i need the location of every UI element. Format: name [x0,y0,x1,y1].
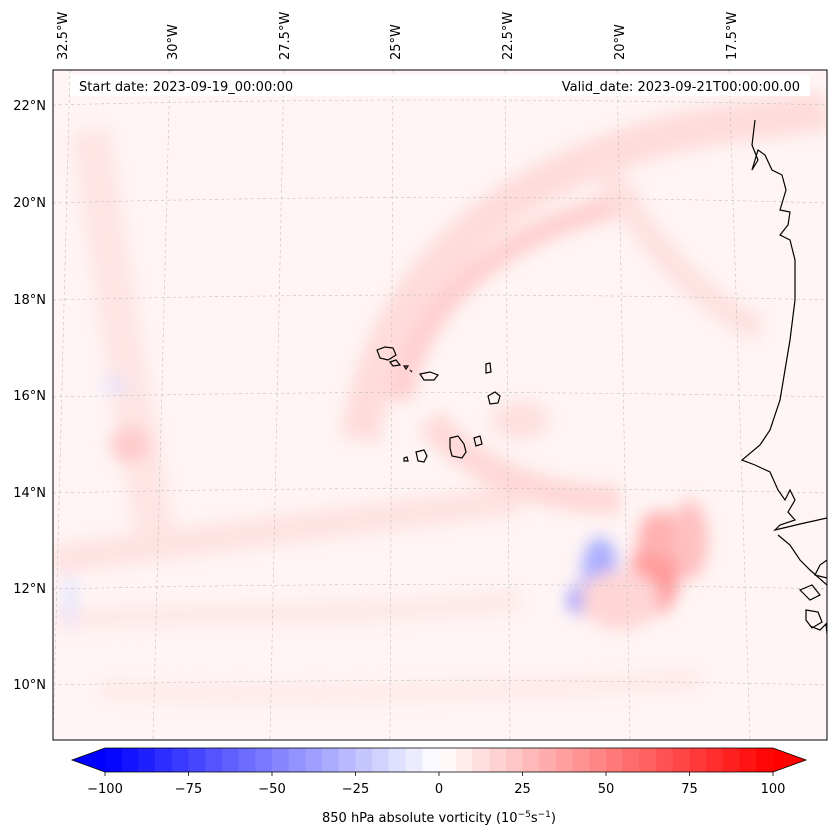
lon-label: 30°W [166,24,181,60]
colorbar-segment [756,748,774,772]
colorbar-segments [105,748,774,772]
latitude-labels: 22°N 20°N 18°N 16°N 14°N 12°N 10°N [13,99,46,693]
colorbar-tick-label: 0 [435,782,443,797]
colorbar-segment [205,748,223,772]
lat-label: 22°N [13,99,46,114]
colorbar-segment [338,748,356,772]
lon-label: 17.5°W [725,12,740,60]
colorbar-segment [405,748,423,772]
lat-label: 18°N [13,293,46,308]
colorbar-segment [305,748,323,772]
colorbar-segment [155,748,173,772]
colorbar-segment [706,748,724,772]
start-date-label: Start date: 2023-09-19_00:00:00 [79,80,293,95]
colorbar-segment [555,748,574,772]
colorbar-segment [355,748,373,772]
lat-label: 10°N [13,678,46,693]
colorbar-segment [722,748,741,772]
coastline [740,119,827,635]
colorbar-tick-label: −100 [87,782,123,797]
colorbar-segment [505,748,523,772]
colorbar-max-extend [773,748,806,772]
lon-label: 25°W [389,24,404,60]
colorbar-segment [689,748,707,772]
lon-label: 20°W [613,24,628,60]
lon-label: 22.5°W [501,12,516,60]
colorbar-tick-label: 50 [598,782,615,797]
map-frame [52,69,828,741]
colorbar: −100 −75 −50 −25 0 25 50 75 100 850 hPa … [70,747,808,826]
colorbar-segment [622,748,640,772]
vorticity-field [53,90,827,704]
colorbar-segment [455,748,473,772]
valid-date-label: Valid_date: 2023-09-21T00:00:00.00 [562,80,800,95]
date-header-background [70,75,810,96]
colorbar-segment [422,748,440,772]
colorbar-label: 850 hPa absolute vorticity (10−5s−1) [322,810,556,826]
colorbar-segment [388,748,407,772]
colorbar-segment [606,748,624,772]
colorbar-segment [272,748,290,772]
colorbar-segment [639,748,657,772]
lon-label: 32.5°W [56,12,71,60]
colorbar-segment [188,748,206,772]
colorbar-segment [238,748,256,772]
vorticity-map [53,70,827,740]
colorbar-segment [539,748,557,772]
map-gridlines [53,70,827,740]
colorbar-tick-label: 75 [681,782,698,797]
longitude-labels: 32.5°W 30°W 27.5°W 25°W 22.5°W 20°W 17.5… [56,12,740,60]
colorbar-ticks [104,772,774,776]
colorbar-tick-label: 100 [761,782,786,797]
colorbar-segment [589,748,607,772]
colorbar-min-extend [72,748,105,772]
lat-label: 12°N [13,582,46,597]
colorbar-segment [171,748,189,772]
colorbar-segment [221,748,240,772]
colorbar-segment [522,748,540,772]
colorbar-segment [672,748,690,772]
cape-verde-islands [376,346,501,463]
colorbar-tick-label: −50 [258,782,285,797]
colorbar-segment [372,748,390,772]
lat-label: 16°N [13,389,46,404]
colorbar-segment [472,748,490,772]
lon-label: 27.5°W [278,12,293,60]
colorbar-segment [255,748,273,772]
colorbar-segment [656,748,674,772]
lat-label: 20°N [13,196,46,211]
colorbar-segment [572,748,590,772]
colorbar-segment [121,748,139,772]
colorbar-tick-label: 25 [514,782,531,797]
colorbar-segment [739,748,757,772]
colorbar-segment [439,748,457,772]
colorbar-segment [288,748,306,772]
lat-label: 14°N [13,486,46,501]
colorbar-segment [105,748,123,772]
colorbar-segment [489,748,507,772]
colorbar-segment [322,748,340,772]
colorbar-segment [138,748,156,772]
colorbar-tick-label: −25 [342,782,369,797]
colorbar-tick-label: −75 [175,782,202,797]
